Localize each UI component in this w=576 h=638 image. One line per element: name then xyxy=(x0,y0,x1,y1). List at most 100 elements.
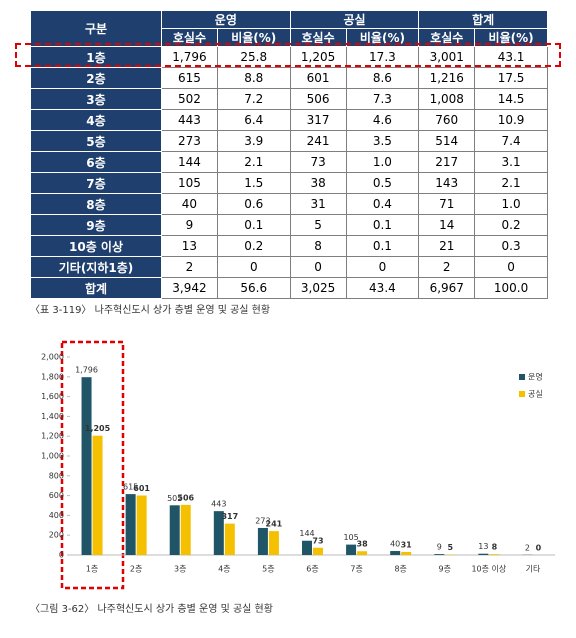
table-cell: 6,967 xyxy=(418,277,476,299)
header-row: 구분 운영 공실 합계 xyxy=(30,10,548,47)
x-tick-label: 9층 xyxy=(439,565,451,574)
table-cell: 0.2 xyxy=(474,214,548,236)
table-row: 5층 273 3.9 241 3.5 514 7.4 xyxy=(30,130,548,152)
table-cell: 7.4 xyxy=(474,130,548,152)
data-label: 105 xyxy=(343,533,358,542)
highlight-box xyxy=(60,340,125,590)
table-cell: 2.1 xyxy=(216,151,291,173)
table-cell: 273 xyxy=(161,130,218,152)
table-cell: 3.1 xyxy=(474,151,548,173)
y-tick-label: 400 xyxy=(49,511,64,520)
data-label: 40 xyxy=(390,540,400,549)
data-label: 5 xyxy=(447,543,453,552)
bar xyxy=(489,554,500,555)
x-tick-label: 7층 xyxy=(350,565,362,574)
x-tick-label: 3층 xyxy=(174,565,186,574)
table-row: 합계 3,942 56.6 3,025 43.4 6,967 100.0 xyxy=(30,277,548,299)
y-tick-label: 1,600 xyxy=(41,392,64,401)
table-row: 4층 443 6.4 317 4.6 760 10.9 xyxy=(30,109,548,131)
data-label: 502 xyxy=(167,494,182,503)
bar xyxy=(180,504,191,555)
bar xyxy=(92,435,103,555)
bar xyxy=(81,377,92,555)
table-row: 10층 이상 13 0.2 8 0.1 21 0.3 xyxy=(30,235,548,257)
bar xyxy=(346,544,357,555)
table-cell: 8 xyxy=(289,235,347,257)
table-cell: 2 xyxy=(418,256,476,278)
table-cell: 241 xyxy=(289,130,347,152)
table-cell: 2.1 xyxy=(474,172,548,194)
bar xyxy=(169,505,180,555)
table-row: 9층 9 0.1 5 0.1 14 0.2 xyxy=(30,214,548,236)
table-cell: 0.4 xyxy=(345,193,420,215)
table-row: 3층 502 7.2 506 7.3 1,008 14.5 xyxy=(30,88,548,110)
data-table: 구분 운영 공실 합계 호실수 비율(%) 호실수 비율(%) 호실수 비율(%) 1층 1,796 2… xyxy=(30,10,548,299)
table-cell: 8.6 xyxy=(345,67,420,89)
table-cell: 514 xyxy=(418,130,476,152)
x-tick-label: 2층 xyxy=(130,565,142,574)
bar xyxy=(268,531,279,555)
table-cell: 4.6 xyxy=(345,109,420,131)
table-cell: 8.8 xyxy=(216,67,291,89)
header-cell: 공실 xyxy=(289,10,420,29)
y-tick-label: 2,000 xyxy=(41,353,64,362)
bar xyxy=(302,540,312,555)
data-label: 13 xyxy=(478,542,488,551)
header-cell: 호실수 xyxy=(418,28,476,47)
table-cell: 71 xyxy=(418,193,476,215)
table-cell: 0.1 xyxy=(345,235,420,257)
x-tick-label: 5층 xyxy=(262,565,274,574)
table-cell: 38 xyxy=(289,172,347,194)
table-cell: 9 xyxy=(161,214,218,236)
bar xyxy=(357,551,368,555)
bar xyxy=(313,547,323,555)
table-cell: 0 xyxy=(474,256,548,278)
bar xyxy=(125,494,136,555)
table-cell: 7층 xyxy=(30,172,162,194)
table-cell: 7.2 xyxy=(216,88,291,110)
table-cell: 615 xyxy=(161,67,218,89)
table-cell: 1,216 xyxy=(418,67,476,89)
table-cell: 3.5 xyxy=(345,130,420,152)
data-label: 506 xyxy=(177,493,194,502)
y-tick-label: 200 xyxy=(49,531,64,540)
legend-label: 운영 xyxy=(528,372,543,382)
table-cell: 317 xyxy=(289,109,347,131)
x-tick-label: 1층 xyxy=(86,565,98,574)
header-cell: 비율(%) xyxy=(474,28,548,47)
y-tick-label: 1,200 xyxy=(41,432,64,441)
y-tick-label: 1,800 xyxy=(41,372,64,381)
table-cell: 3,025 xyxy=(289,277,347,299)
table-cell: 5 xyxy=(289,214,347,236)
table-cell: 43.1 xyxy=(474,46,548,68)
bar xyxy=(478,553,489,555)
table-cell: 21 xyxy=(418,235,476,257)
bar xyxy=(224,523,235,555)
y-tick-label: 1,400 xyxy=(41,412,64,421)
y-tick-label: 0 xyxy=(59,551,64,560)
data-label: 8 xyxy=(492,543,498,552)
table-cell: 17.5 xyxy=(474,67,548,89)
data-label: 273 xyxy=(255,516,270,525)
x-tick-label: 기타 xyxy=(526,565,541,574)
table-cell: 502 xyxy=(161,88,218,110)
table-cell: 기타(지하1층) xyxy=(30,256,162,278)
legend-swatch xyxy=(519,391,525,397)
table-cell: 14 xyxy=(418,214,476,236)
y-tick-label: 600 xyxy=(49,491,64,500)
table-cell: 5층 xyxy=(30,130,162,152)
data-label: 443 xyxy=(211,500,226,509)
header-cell: 구분 xyxy=(30,10,162,47)
table-cell: 6층 xyxy=(30,151,162,173)
table-cell: 3,942 xyxy=(161,277,218,299)
table-cell: 7.3 xyxy=(345,88,420,110)
table-cell: 합계 xyxy=(30,277,162,299)
table-cell: 73 xyxy=(289,151,347,173)
bar xyxy=(213,511,224,555)
table-cell: 9층 xyxy=(30,214,162,236)
table-row: 1층 1,796 25.8 1,205 17.3 3,001 43.1 xyxy=(30,46,548,68)
table-cell: 1.0 xyxy=(345,151,420,173)
table-cell: 43.4 xyxy=(345,277,420,299)
table-cell: 17.3 xyxy=(345,46,420,68)
